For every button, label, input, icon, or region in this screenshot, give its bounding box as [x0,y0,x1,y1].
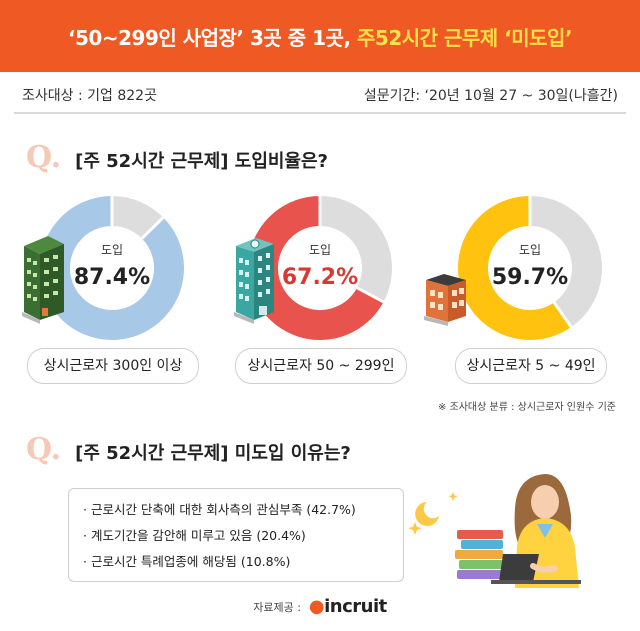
question-2: Q. [주 52시간 근무제] 미도입 이유는? [26,432,351,467]
donut-charts: 도입 87.4% 상시근로자 300인 이상 도입 67.2% 상시근로자 50 ~ 29… [0,188,640,388]
donut-center-label: 도입 [519,243,541,257]
category-label: 상시근로자 5 ~ 49인 [455,348,607,384]
slice-separator [140,216,165,240]
donut-remainder-slice [319,196,392,302]
donut-value-slice [458,196,572,340]
reason-item: · 근로시간 특례업종에 해당됨 (10.8%) [83,554,291,569]
donut-chart: 도입 87.4% [40,196,184,340]
donut-remainder-slice [111,196,164,239]
reasons-box: · 근로시간 단축에 대한 회사측의 관심부족 (42.7%) · 계도기간을 … [68,488,404,582]
source-credit: 자료제공 : ●incruit [0,596,640,617]
incruit-logo-mark-icon: ● [308,596,325,617]
survey-target: 조사대상 : 기업 822곳 [22,88,157,104]
banner-title: ‘50~299인 사업장’ 3곳 중 1곳, 주52시간 근무제 ‘미도입’ [67,22,573,51]
tall-building-icon [22,236,64,324]
woman-at-laptop-illustration [408,474,581,588]
donut-value-label: 87.4% [74,265,150,290]
question-1: Q. [주 52시간 근무제] 도입비율은? [26,140,328,175]
star-icon [408,522,422,535]
small-building-icon [424,274,466,326]
donut-chart: 도입 59.7% [458,196,602,340]
donut-remainder-slice [529,196,602,328]
donut-value-label: 59.7% [492,265,568,290]
slice-separator [356,286,385,304]
incruit-logo: ●incruit [309,596,387,617]
banner-title-part1: ‘50~299인 사업장’ 3곳 중 1곳, [67,25,357,50]
header-banner: ‘50~299인 사업장’ 3곳 중 1곳, 주52시간 근무제 ‘미도입’ [0,0,640,72]
category-label: 상시근로자 50 ~ 299인 [235,348,407,384]
source-label: 자료제공 : [253,600,301,614]
question-2-text: [주 52시간 근무제] 미도입 이유는? [75,443,351,464]
slice-separator [552,301,573,328]
survey-period: 설문기간: ‘20년 10월 27 ~ 30일(나흘간) [363,88,618,104]
donut-value-slice [40,196,184,340]
incruit-logo-text: incruit [324,596,387,617]
donut-center-label: 도입 [101,243,123,257]
donut-value-label: 67.2% [282,265,358,290]
reason-item: · 근로시간 단축에 대한 회사측의 관심부족 (42.7%) [83,502,356,517]
donut-center-label: 도입 [309,243,331,257]
banner-title-highlight: 주52시간 근무제 ‘미도입’ [357,25,573,50]
office-building-icon [234,238,274,324]
moon-icon [415,502,439,526]
reason-item: · 계도기간을 감안해 미루고 있음 (20.4%) [83,528,306,543]
q-mark-icon: Q. [26,140,62,175]
classification-note: ※ 조사대상 분류 : 상시근로자 인원수 기준 [437,402,616,413]
question-1-text: [주 52시간 근무제] 도입비율은? [75,151,328,172]
divider [14,112,626,114]
q-mark-icon: Q. [26,432,62,467]
category-label: 상시근로자 300인 이상 [27,348,199,384]
